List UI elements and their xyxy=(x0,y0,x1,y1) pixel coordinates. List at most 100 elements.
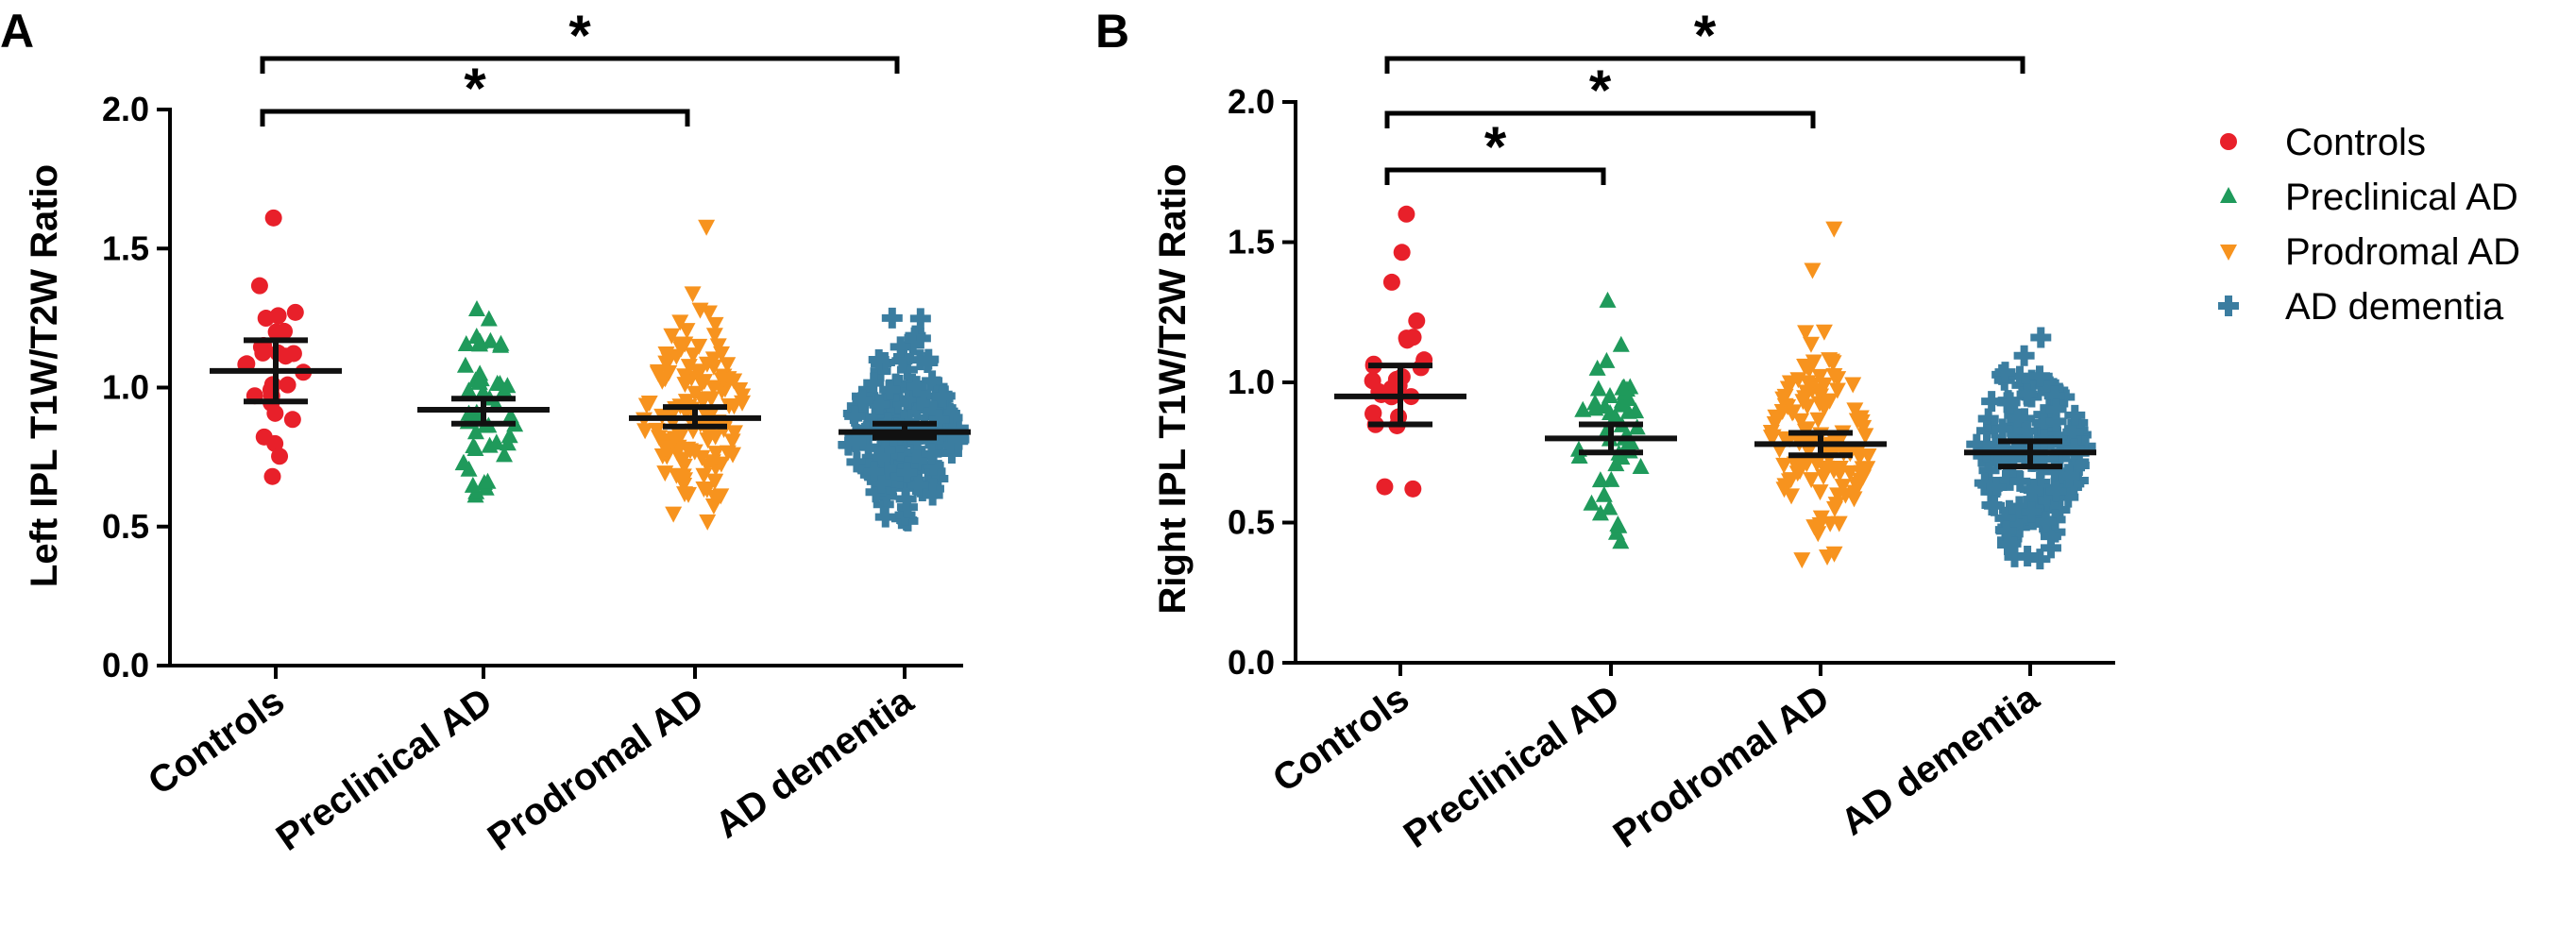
significance-bracket xyxy=(1384,167,1606,185)
y-tick-label: 0.5 xyxy=(1228,503,1275,542)
data-point xyxy=(1966,433,1988,455)
data-point xyxy=(707,446,725,463)
data-point xyxy=(1984,495,2006,516)
data-point xyxy=(1586,394,1604,411)
data-point xyxy=(263,376,281,394)
legend-item: Preclinical AD xyxy=(2220,177,2518,218)
y-axis-label-a: Left IPL T1W/T2W Ratio xyxy=(24,164,65,587)
data-point xyxy=(846,451,868,473)
data-point xyxy=(2029,365,2051,387)
data-point xyxy=(1994,362,2016,383)
data-point xyxy=(870,447,891,468)
data-point xyxy=(1614,379,1632,396)
data-point xyxy=(637,397,655,414)
data-point xyxy=(894,477,916,498)
data-point xyxy=(1595,485,1613,502)
data-point xyxy=(845,431,867,452)
data-point xyxy=(1805,519,1823,536)
x-tick-label: AD dementia xyxy=(708,680,922,847)
data-points-prodromal-ad xyxy=(636,219,752,531)
legend-marker xyxy=(2220,187,2237,203)
data-point xyxy=(1981,391,2003,413)
data-point xyxy=(501,407,519,424)
data-point xyxy=(2026,439,2048,461)
data-point xyxy=(1602,470,1620,487)
data-point xyxy=(271,448,289,465)
data-point xyxy=(671,314,689,331)
data-point xyxy=(1825,221,1843,238)
x-tick-label: AD dementia xyxy=(1834,677,2047,844)
data-point xyxy=(1612,335,1630,352)
data-point xyxy=(704,380,722,397)
data-point xyxy=(466,423,484,440)
legend-marker xyxy=(2220,133,2237,150)
data-point xyxy=(1601,386,1618,403)
data-point xyxy=(1802,336,1820,353)
data-point xyxy=(869,417,890,439)
data-point xyxy=(698,356,716,373)
data-point xyxy=(1986,477,2008,498)
data-point xyxy=(1996,533,2018,555)
legend-label: Controls xyxy=(2285,122,2426,163)
data-point xyxy=(890,418,911,440)
data-point xyxy=(700,426,718,443)
data-point xyxy=(1612,396,1630,413)
data-point xyxy=(1398,331,1416,349)
data-point xyxy=(1776,478,1794,495)
y-tick-label: 0.0 xyxy=(102,646,149,684)
significance-bracket xyxy=(1384,110,1816,128)
data-point xyxy=(456,356,474,373)
data-point xyxy=(500,427,518,444)
data-point xyxy=(1853,414,1871,431)
legend: Controls Preclinical AD Prodromal AD AD dem… xyxy=(2218,122,2520,328)
data-point xyxy=(1803,472,1821,489)
y-tick-label: 1.0 xyxy=(102,368,149,407)
significance-bracket xyxy=(1384,56,2025,74)
data-point xyxy=(916,396,938,417)
data-point xyxy=(695,374,713,391)
data-point xyxy=(482,331,500,348)
x-tick-label: Prodromal AD xyxy=(481,680,711,858)
data-point xyxy=(686,444,703,461)
legend-label: Preclinical AD xyxy=(2285,177,2518,218)
data-point xyxy=(250,277,268,295)
data-point xyxy=(1824,355,1842,372)
legend-marker xyxy=(2220,245,2237,261)
data-point xyxy=(1846,402,1864,419)
data-point xyxy=(2043,461,2065,482)
data-point xyxy=(2017,545,2039,566)
data-point xyxy=(1599,291,1617,308)
data-point xyxy=(1783,488,1801,505)
data-point xyxy=(947,428,969,449)
data-point xyxy=(939,403,960,425)
data-points-prodromal-ad xyxy=(1762,221,1877,569)
data-point xyxy=(2016,383,2038,405)
data-point xyxy=(897,388,919,410)
data-point xyxy=(1601,498,1618,515)
data-point xyxy=(665,506,683,523)
data-point xyxy=(1804,262,1822,279)
data-point xyxy=(2001,447,2023,468)
data-point xyxy=(923,400,944,422)
data-point xyxy=(844,405,866,427)
data-point xyxy=(286,303,304,321)
data-point xyxy=(699,514,717,531)
data-point xyxy=(704,498,722,515)
data-point xyxy=(1978,460,2000,481)
y-tick-label: 1.5 xyxy=(102,228,149,267)
y-tick-label: 1.0 xyxy=(1228,363,1275,401)
data-point xyxy=(1598,351,1616,368)
x-tick-label: Preclinical AD xyxy=(269,680,500,858)
significance-bracket xyxy=(260,56,900,74)
data-point xyxy=(2040,537,2061,559)
panel-a: A Left IPL T1W/T2W Ratio 0.0 0.5 1.0 1.5 2.0… xyxy=(0,4,971,859)
data-point xyxy=(471,364,489,381)
panel-letter-a: A xyxy=(0,5,34,58)
data-point xyxy=(1796,358,1814,375)
data-point xyxy=(869,394,890,415)
data-point xyxy=(1619,390,1637,407)
data-point xyxy=(907,449,928,471)
data-point xyxy=(649,363,667,380)
data-point xyxy=(1398,205,1415,223)
data-point xyxy=(276,322,294,340)
